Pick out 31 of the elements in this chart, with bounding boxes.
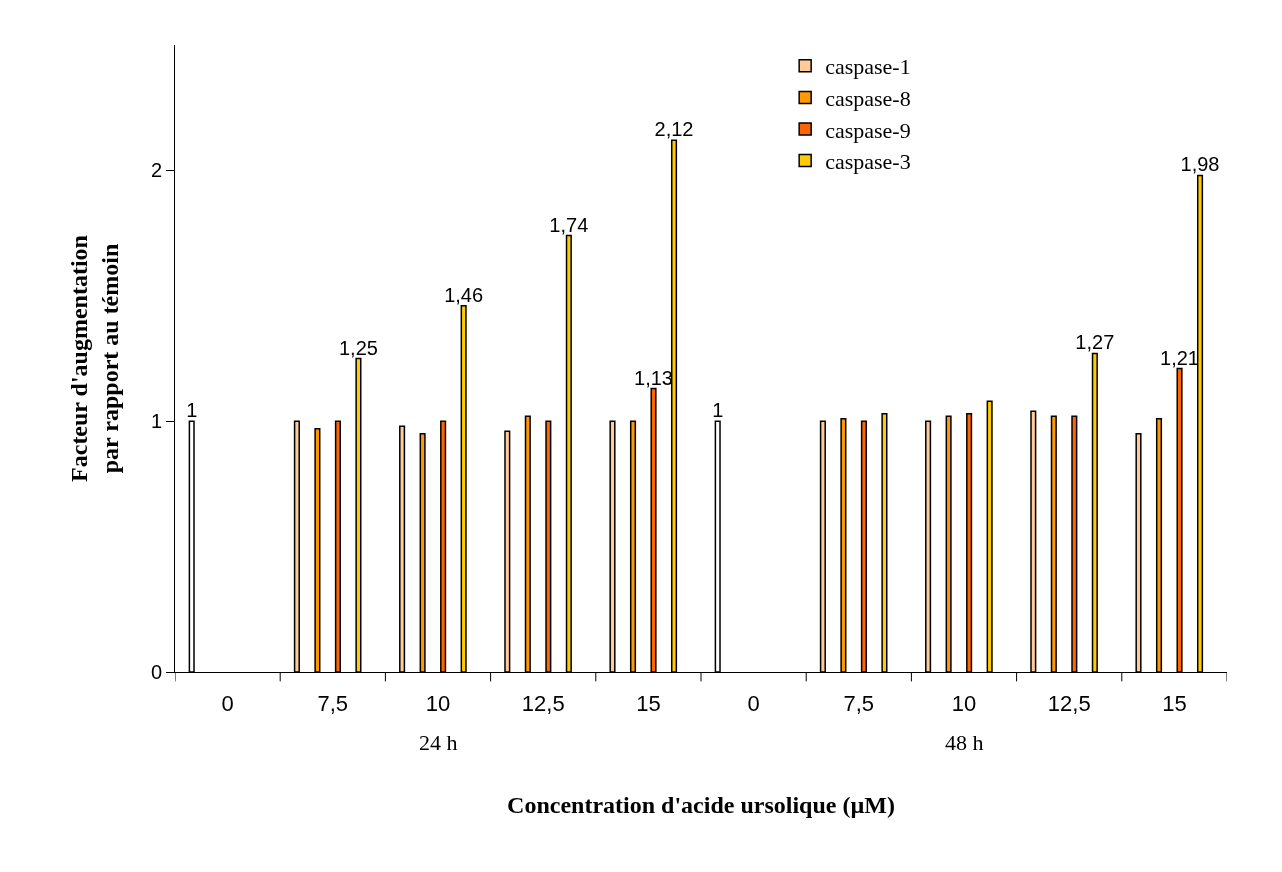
data-label: 1,74	[549, 213, 589, 236]
x-tick-label: 7,5	[843, 691, 875, 717]
data-label: 1,46	[444, 283, 484, 306]
x-tick-label: 10	[951, 691, 977, 717]
data-label: 1,98	[1180, 153, 1220, 176]
x-tick-label: 7,5	[317, 691, 349, 717]
y-tick-label: 0	[150, 661, 162, 683]
x-tick-label: 12,5	[521, 691, 565, 717]
data-label: 1,27	[1075, 331, 1115, 354]
y-tick-label: 2	[150, 159, 162, 182]
legend-label: caspase-3	[825, 149, 911, 175]
x-tick-label: 10	[425, 691, 451, 717]
text: 24 h	[419, 730, 458, 755]
x-tick-label: 15	[636, 691, 661, 717]
x-tick-label: 0	[747, 691, 760, 717]
text: 48 h	[945, 730, 984, 755]
data-label: 1,13	[634, 366, 673, 389]
y-axis-title: Facteur d'augmentation par rapport au témoin	[65, 235, 123, 482]
data-label: 1,21	[1160, 346, 1199, 369]
data-label: 2,12	[654, 118, 694, 141]
x-tick-label: 0	[221, 691, 234, 717]
x-tick-label: 12,5	[1047, 691, 1091, 717]
legend-label: caspase-1	[825, 54, 911, 80]
data-label: 1,25	[338, 336, 378, 359]
data-label: 1	[712, 399, 724, 422]
x-tick-label: 15	[1162, 691, 1187, 717]
x-axis-title: Concentration d'acide ursolique (µM)	[507, 791, 895, 818]
legend-label: caspase-8	[825, 85, 911, 111]
y-tick-label: 1	[150, 410, 162, 433]
data-label: 1	[186, 399, 198, 422]
legend-label: caspase-9	[825, 117, 911, 143]
